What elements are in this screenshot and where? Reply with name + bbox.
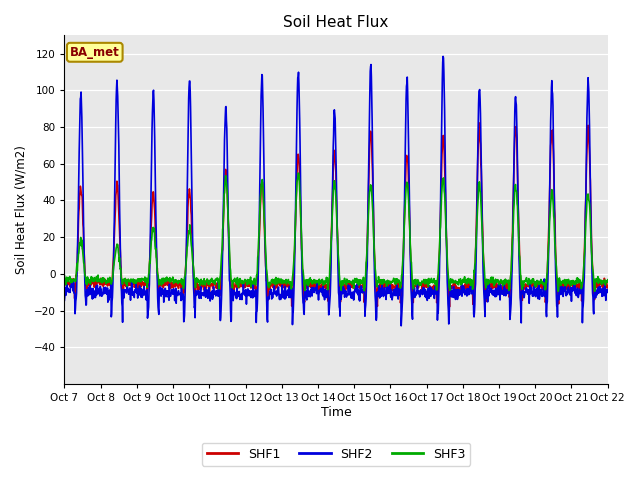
SHF3 bbox=[181, 272, 189, 277]
SHF3 bbox=[294, 170, 302, 176]
Legend: SHF1, SHF2, SHF3: SHF1, SHF2, SHF3 bbox=[202, 443, 470, 466]
SHF3 bbox=[604, 277, 612, 283]
SHF3 bbox=[554, 288, 562, 294]
SHF1 bbox=[181, 270, 189, 276]
SHF1 bbox=[61, 276, 68, 282]
SHF1 bbox=[604, 284, 612, 289]
Line: SHF3: SHF3 bbox=[65, 173, 608, 291]
SHF2 bbox=[420, 289, 428, 295]
SHF2 bbox=[168, 288, 176, 294]
SHF2 bbox=[439, 53, 447, 59]
Line: SHF1: SHF1 bbox=[65, 123, 608, 307]
X-axis label: Time: Time bbox=[321, 406, 351, 419]
SHF2 bbox=[540, 288, 548, 293]
SHF3 bbox=[168, 277, 176, 283]
SHF2 bbox=[61, 298, 68, 303]
SHF1 bbox=[445, 304, 453, 310]
SHF2 bbox=[242, 287, 250, 292]
SHF2 bbox=[492, 286, 500, 292]
Line: SHF2: SHF2 bbox=[65, 56, 608, 326]
SHF2 bbox=[604, 289, 612, 295]
SHF1 bbox=[492, 285, 500, 291]
SHF1 bbox=[420, 281, 428, 287]
SHF1 bbox=[168, 281, 176, 287]
SHF3 bbox=[242, 278, 250, 284]
Text: BA_met: BA_met bbox=[70, 46, 120, 59]
SHF3 bbox=[61, 273, 68, 278]
SHF3 bbox=[492, 276, 499, 282]
Y-axis label: Soil Heat Flux (W/m2): Soil Heat Flux (W/m2) bbox=[15, 145, 28, 274]
SHF3 bbox=[540, 280, 547, 286]
Title: Soil Heat Flux: Soil Heat Flux bbox=[284, 15, 388, 30]
SHF2 bbox=[181, 286, 189, 291]
SHF1 bbox=[540, 287, 548, 293]
SHF1 bbox=[242, 280, 250, 286]
SHF3 bbox=[420, 278, 428, 284]
SHF1 bbox=[476, 120, 483, 126]
SHF2 bbox=[397, 323, 405, 329]
